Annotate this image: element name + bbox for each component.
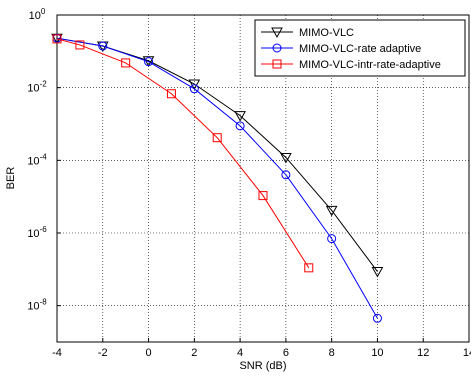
legend-label: MIMO-VLC-rate adaptive — [299, 43, 421, 55]
marker — [258, 191, 268, 201]
marker — [98, 41, 108, 51]
marker — [304, 263, 314, 273]
y-tick-label: 100 — [29, 7, 46, 22]
marker — [234, 111, 246, 122]
y-tick-label: 10-6 — [27, 225, 47, 240]
marker — [280, 152, 292, 164]
y-tick-label-text: 10-8 — [27, 298, 47, 313]
x-tick-label: 2 — [191, 347, 197, 359]
marker — [212, 133, 222, 143]
legend-marker — [272, 59, 282, 69]
x-axis-label: SNR (dB) — [239, 360, 286, 372]
series-line — [56, 38, 310, 269]
x-tick-label: 10 — [371, 347, 383, 359]
y-tick-label-text: 10-2 — [27, 80, 47, 95]
legend-marker — [272, 43, 282, 53]
legend-label: MIMO-VLC-intr-rate-adaptive — [299, 59, 441, 71]
x-tick-label: 6 — [283, 347, 289, 359]
marker — [52, 34, 62, 44]
y-tick-label-text: 10-6 — [27, 225, 47, 240]
x-tick-label: 14 — [463, 347, 471, 359]
marker — [235, 121, 245, 131]
x-tick-label: -2 — [98, 347, 108, 359]
marker — [166, 89, 176, 99]
series-line — [56, 37, 378, 319]
marker — [189, 84, 199, 94]
x-tick-label: 12 — [417, 347, 429, 359]
marker — [371, 267, 384, 278]
y-axis-label: BER — [5, 167, 17, 190]
marker — [188, 79, 201, 91]
marker — [75, 40, 85, 50]
y-tick-label: 10-4 — [27, 152, 47, 167]
marker — [281, 170, 291, 180]
marker — [325, 205, 338, 217]
y-tick-label-text: 100 — [29, 7, 46, 22]
marker — [144, 57, 154, 67]
y-tick-label: 10-2 — [27, 80, 47, 95]
marker — [372, 313, 382, 323]
x-tick-label: 4 — [237, 347, 243, 359]
x-tick-label: -4 — [52, 347, 62, 359]
marker — [121, 58, 131, 68]
y-tick-label-text: 10-4 — [27, 152, 47, 167]
x-tick-label: 0 — [145, 347, 151, 359]
y-tick-label: 10-8 — [27, 298, 47, 313]
legend-label: MIMO-VLC — [299, 27, 354, 39]
legend-marker — [271, 27, 283, 39]
marker — [327, 234, 337, 244]
x-tick-label: 8 — [329, 347, 335, 359]
